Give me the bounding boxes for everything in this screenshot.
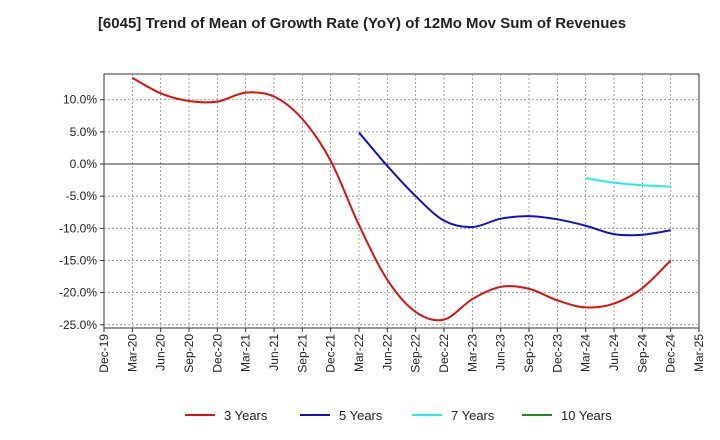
x-tick-label: Sep-24: [635, 334, 649, 373]
x-tick-label: Mar-21: [239, 334, 253, 372]
y-tick-label: 5.0%: [70, 125, 98, 139]
x-tick-label: Sep-23: [522, 334, 536, 373]
y-tick-label: -15.0%: [59, 253, 97, 267]
y-tick-label: -10.0%: [59, 221, 97, 235]
grid: [104, 74, 699, 328]
x-tick-label: Jun-22: [380, 334, 394, 371]
x-tick-label: Jun-21: [267, 334, 281, 371]
series-line-3-years: [131, 76, 672, 322]
legend: 3 Years 5 Years 7 Years 10 Years: [185, 408, 612, 423]
x-tick-label: Dec-22: [437, 334, 451, 373]
x-tick-label: Mar-22: [352, 334, 366, 372]
plot-area: [103, 73, 700, 329]
legend-label-5-years: 5 Years: [339, 408, 383, 423]
x-axis: Dec-19 Mar-20 Jun-20 Sep-20 Dec-20 Mar-21 Jun-…: [97, 328, 706, 373]
legend-label-7-years: 7 Years: [451, 408, 495, 423]
x-tick-label: Jun-23: [494, 334, 508, 371]
x-tick-label: Dec-23: [550, 334, 564, 373]
y-axis: 10.0% 5.0% 0.0% -5.0% -10.0% -15.0% -20.0% -25.…: [59, 93, 104, 332]
y-tick-label: 0.0%: [70, 157, 98, 171]
y-tick-label: 10.0%: [63, 93, 97, 107]
y-tick-label: -25.0%: [59, 318, 97, 332]
x-tick-label: Mar-24: [579, 334, 593, 372]
y-tick-label: -20.0%: [59, 286, 97, 300]
x-tick-label: Dec-20: [210, 334, 224, 373]
series-line-7-years: [585, 177, 671, 188]
series-line-5-years: [358, 131, 671, 237]
legend-label-3-years: 3 Years: [224, 408, 268, 423]
x-tick-label: Dec-19: [97, 334, 111, 373]
chart-title: [6045] Trend of Mean of Growth Rate (YoY…: [98, 15, 626, 32]
x-tick-label: Mar-25: [692, 334, 706, 372]
series-group: [131, 76, 672, 322]
x-tick-label: Jun-24: [607, 334, 621, 371]
x-tick-label: Mar-23: [465, 334, 479, 372]
x-tick-label: Sep-20: [182, 334, 196, 373]
x-tick-label: Mar-20: [125, 334, 139, 372]
y-tick-label: -5.0%: [66, 189, 98, 203]
x-tick-label: Jun-20: [154, 334, 168, 371]
x-tick-label: Sep-22: [409, 334, 423, 373]
x-tick-label: Dec-21: [324, 334, 338, 373]
x-tick-label: Dec-24: [664, 334, 678, 373]
x-tick-label: Sep-21: [295, 334, 309, 373]
legend-label-10-years: 10 Years: [561, 408, 612, 423]
